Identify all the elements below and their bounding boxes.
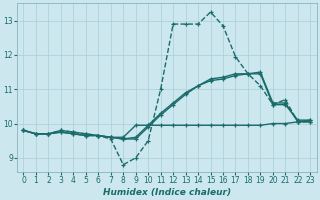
X-axis label: Humidex (Indice chaleur): Humidex (Indice chaleur) [103, 188, 231, 197]
